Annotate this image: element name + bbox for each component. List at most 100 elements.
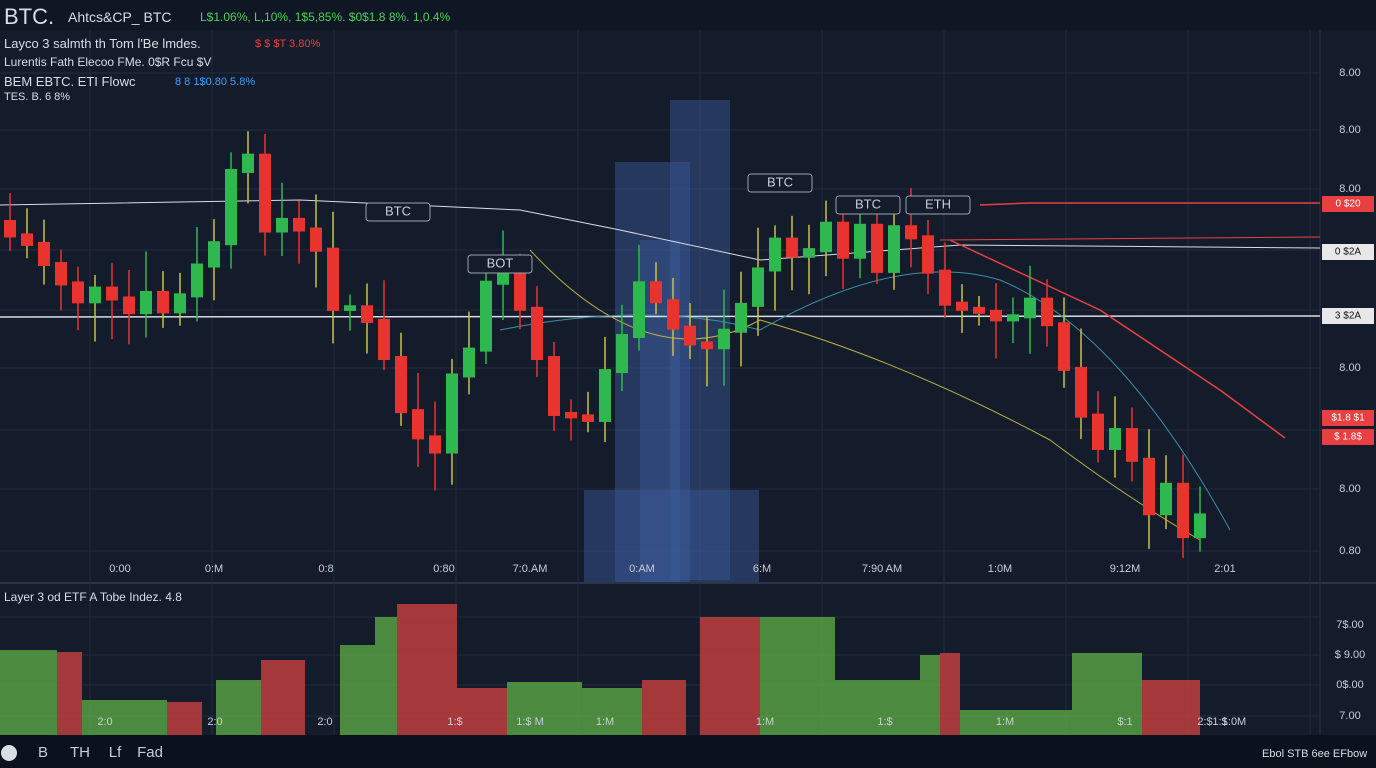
candle-body — [514, 265, 526, 311]
volume-bar — [57, 652, 82, 735]
volume-bar-label: 2:$ — [1197, 716, 1212, 728]
chart-label-box — [365, 202, 431, 222]
candle-body — [531, 306, 543, 361]
changes: L$1.06%, L,10%, 1$5,85%. $0$1.8 8%. 1,0.… — [200, 10, 451, 24]
candle-body — [378, 318, 390, 361]
price-axis-label: 8.00 — [1339, 124, 1360, 136]
time-axis-label: 1:0M — [988, 563, 1012, 575]
legend-line: TES. B. 6 8% — [4, 91, 71, 103]
volume-bar — [582, 688, 642, 735]
candle-body — [854, 223, 866, 259]
legend-line: 8 8 1$0.80 5.8% — [175, 76, 256, 88]
candle-body — [463, 347, 475, 378]
candle-body — [650, 281, 662, 304]
candle-body — [157, 290, 169, 314]
indicator-line — [499, 271, 1231, 531]
price-tag — [1322, 308, 1374, 324]
candle-body — [327, 247, 339, 311]
price-tag-label: 3 $2A — [1335, 311, 1361, 322]
candle-body — [1177, 482, 1189, 539]
candle-body — [616, 334, 628, 374]
volume-bar — [397, 604, 457, 735]
volume-bar-label: 2:0 — [317, 716, 332, 728]
candle-body — [412, 409, 424, 440]
price-tag-label: 0 $20 — [1335, 199, 1360, 210]
volume-bar — [835, 680, 920, 735]
candle-body — [106, 286, 118, 301]
chart-label-box — [905, 195, 971, 215]
volume-bar — [216, 680, 261, 735]
volume-bar-label: 1:M — [596, 716, 614, 728]
candle-body — [123, 296, 135, 315]
indicator-line — [949, 239, 1286, 439]
candle-body — [939, 269, 951, 306]
candle-body — [803, 248, 815, 258]
legend-line: Lurentis Fath Elecoo FMe. 0$R Fcu $V — [4, 55, 212, 69]
candle-body — [599, 369, 611, 422]
candle-body — [21, 233, 33, 246]
volume-bar — [1142, 680, 1200, 735]
time-axis-label: 2:01 — [1214, 563, 1235, 575]
candle-body — [480, 280, 492, 352]
candle-body — [786, 237, 798, 258]
candle-body — [990, 309, 1002, 322]
candle-body — [276, 217, 288, 233]
candle-body — [361, 305, 373, 323]
chart-label: ETH — [925, 196, 951, 211]
time-axis-label: 6:M — [753, 563, 771, 575]
candle-body — [548, 356, 560, 416]
candle-body — [1143, 457, 1155, 516]
candle-body — [242, 153, 254, 173]
volume-bar — [642, 680, 686, 735]
candle-body — [565, 411, 577, 419]
candle-body — [225, 168, 237, 246]
footer-tab[interactable]: Lf — [109, 744, 122, 761]
candle-body — [72, 281, 84, 304]
footer-tab[interactable]: B — [38, 744, 48, 761]
candle-body — [718, 328, 730, 350]
footer-tab[interactable]: Fad — [137, 744, 163, 761]
volume-axis-label: 7$.00 — [1336, 619, 1364, 631]
candle-body — [888, 225, 900, 273]
candle-body — [633, 281, 645, 339]
candle-body — [1041, 297, 1053, 327]
footer-right: Ebol STB 6ee EFbow — [1262, 748, 1368, 760]
legend-alert: $ $ $T 3.80% — [255, 38, 321, 50]
candle-body — [922, 235, 934, 274]
footer-bar — [0, 735, 1376, 768]
price-tag-label: 0 $2A — [1335, 247, 1361, 258]
volume-bar-label: 1:$ — [1212, 716, 1227, 728]
volume-axis-label: 7.00 — [1339, 710, 1360, 722]
price-axis-label: 0.80 — [1339, 545, 1360, 557]
price-axis-label: 8.00 — [1339, 362, 1360, 374]
candle-body — [1075, 366, 1087, 418]
indicator-line — [939, 236, 1321, 241]
footer-tab[interactable]: TH — [70, 744, 90, 761]
price-axis-label: 8.00 — [1339, 183, 1360, 195]
symbol: BTC. — [4, 4, 55, 29]
price-tag-label: $ 1.8$ — [1334, 432, 1362, 443]
candle-body — [1109, 428, 1121, 450]
candle-body — [55, 262, 67, 286]
volume-bar — [0, 650, 57, 735]
candle-body — [446, 373, 458, 454]
volume-bar-label: 1:M — [756, 716, 774, 728]
candle-body — [208, 241, 220, 268]
time-axis-label: 0:8 — [318, 563, 333, 575]
volume-axis-label: 0$.00 — [1336, 679, 1364, 691]
footer-icon — [1, 745, 17, 761]
candle-body — [4, 220, 16, 238]
candle-body — [140, 290, 152, 315]
candle-body — [769, 237, 781, 272]
candle-body — [344, 305, 356, 311]
candle-body — [1194, 513, 1206, 539]
pane-divider — [0, 582, 1376, 584]
chart-label: BTC — [385, 203, 411, 218]
volume-bar — [920, 655, 940, 735]
volume-bar — [940, 653, 960, 735]
highlight-band — [584, 490, 759, 582]
price-axis-label: 8.00 — [1339, 483, 1360, 495]
volume-bar — [700, 617, 760, 735]
candle-body — [701, 341, 713, 350]
